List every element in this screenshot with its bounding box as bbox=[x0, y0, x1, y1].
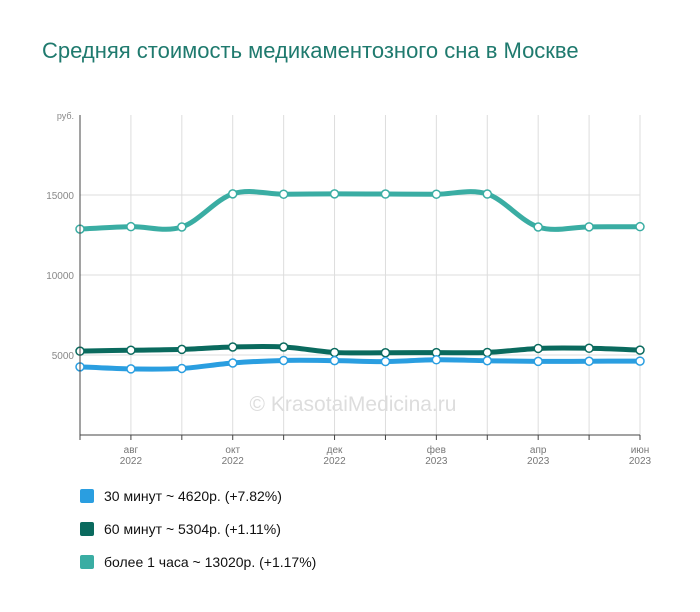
data-point bbox=[584, 356, 594, 366]
x-tick-label-month: окт bbox=[225, 445, 240, 456]
data-point bbox=[329, 347, 340, 358]
x-tick-label-month: фев bbox=[427, 444, 446, 456]
data-point bbox=[533, 222, 543, 232]
data-point bbox=[380, 348, 391, 358]
data-point bbox=[278, 342, 289, 352]
x-tick-label-month: дек bbox=[327, 445, 343, 456]
data-point bbox=[380, 189, 391, 199]
watermark: © KrasotaiMedicina.ru bbox=[250, 393, 457, 416]
data-point bbox=[227, 189, 238, 199]
chart-title: Средняя стоимость медикаментозного сна в… bbox=[42, 38, 579, 63]
data-point bbox=[584, 343, 594, 354]
legend-label: более 1 часа ~ 13020р. (+1.17%) bbox=[104, 554, 317, 570]
x-tick-label-year: 2023 bbox=[527, 456, 550, 467]
series-layer bbox=[75, 189, 645, 374]
data-point bbox=[482, 356, 493, 366]
series-group bbox=[75, 355, 645, 374]
x-tick-label-month: июн bbox=[631, 445, 650, 456]
x-tick-label-month: апр bbox=[530, 445, 547, 456]
data-point bbox=[177, 222, 187, 232]
x-tick-label-year: 2023 bbox=[629, 456, 652, 467]
legend-swatch bbox=[80, 522, 94, 536]
data-point bbox=[329, 189, 340, 199]
data-point bbox=[431, 355, 442, 365]
grid bbox=[79, 115, 641, 435]
legend-item-over-1h[interactable]: более 1 часа ~ 13020р. (+1.17%) bbox=[80, 553, 316, 571]
data-point bbox=[431, 189, 442, 199]
y-tick-label: 10000 bbox=[46, 271, 74, 282]
series-line bbox=[77, 343, 643, 356]
data-point bbox=[278, 355, 289, 366]
data-point bbox=[584, 222, 594, 232]
y-axis-label: руб. bbox=[57, 111, 74, 121]
x-tick-label-year: 2022 bbox=[222, 456, 245, 467]
data-point bbox=[126, 364, 136, 374]
data-point bbox=[635, 356, 645, 366]
legend-label: 30 минут ~ 4620р. (+7.82%) bbox=[104, 488, 282, 504]
x-tick-label-month: авг bbox=[124, 445, 139, 456]
data-point bbox=[533, 343, 543, 354]
data-point bbox=[126, 221, 136, 232]
legend-swatch bbox=[80, 489, 94, 503]
legend: 30 минут ~ 4620р. (+7.82%) 60 минут ~ 53… bbox=[80, 487, 316, 586]
legend-label: 60 минут ~ 5304р. (+1.11%) bbox=[104, 521, 281, 537]
series-line bbox=[77, 357, 643, 372]
data-point bbox=[329, 355, 340, 366]
data-point bbox=[533, 356, 543, 367]
y-tick-label: 5000 bbox=[52, 351, 75, 362]
legend-swatch bbox=[80, 555, 94, 569]
x-tick-label-year: 2022 bbox=[323, 456, 346, 467]
data-point bbox=[482, 347, 493, 358]
data-point bbox=[177, 344, 187, 355]
data-point bbox=[635, 345, 645, 355]
series-line bbox=[77, 189, 643, 232]
axes: 50001000015000руб.авг2022окт2022дек2022ф… bbox=[46, 111, 651, 467]
series-group bbox=[75, 189, 645, 234]
x-tick-label-year: 2022 bbox=[120, 456, 143, 467]
data-point bbox=[278, 189, 289, 199]
data-point bbox=[227, 358, 238, 368]
legend-item-60min[interactable]: 60 минут ~ 5304р. (+1.11%) bbox=[80, 520, 316, 538]
data-point bbox=[635, 221, 645, 232]
legend-item-30min[interactable]: 30 минут ~ 4620р. (+7.82%) bbox=[80, 487, 316, 505]
y-tick-label: 15000 bbox=[46, 191, 74, 202]
data-point bbox=[177, 363, 187, 374]
x-tick-label-year: 2023 bbox=[425, 456, 448, 467]
data-point bbox=[482, 189, 493, 199]
data-point bbox=[380, 356, 391, 367]
data-point bbox=[227, 342, 238, 352]
data-point bbox=[126, 345, 136, 355]
